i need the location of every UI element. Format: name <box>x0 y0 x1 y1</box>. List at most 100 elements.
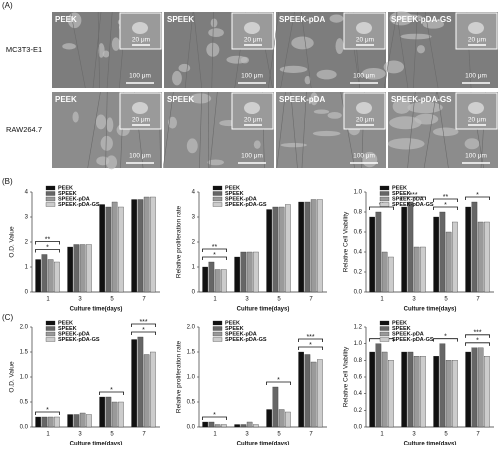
panel-label: (A) <box>2 1 13 10</box>
panel-label: (B) <box>2 177 13 186</box>
legend-swatch <box>46 327 55 331</box>
x-tick-label: 7 <box>476 432 480 438</box>
y-tick-label: 1.0 <box>187 375 196 381</box>
bar <box>247 422 252 427</box>
y-tick-label: 0.2 <box>354 408 363 414</box>
legend-swatch <box>380 338 389 342</box>
y-tick-label: 2.0 <box>20 325 29 331</box>
image-label: SPEEK-pDA-GS <box>391 15 452 24</box>
scale-label: 100 μm <box>465 153 487 160</box>
bar <box>247 252 252 292</box>
inset-scale: 20 μm <box>132 37 150 44</box>
y-tick-label: 3 <box>192 215 196 221</box>
bar <box>42 417 47 427</box>
scale-label: 100 μm <box>241 153 263 160</box>
bar <box>118 207 123 292</box>
significance-label: * <box>142 327 145 334</box>
significance-label: * <box>309 342 312 349</box>
y-tick-label: 1.5 <box>187 350 196 356</box>
scale-label: 100 μm <box>241 73 263 80</box>
bar <box>235 425 240 428</box>
y-axis-label: O.D. Value <box>9 226 16 258</box>
legend-swatch <box>46 321 55 325</box>
bar <box>402 352 407 427</box>
bar <box>440 212 445 292</box>
image-label: PEEK <box>55 15 77 24</box>
cell <box>106 155 117 169</box>
legend-swatch <box>46 338 55 342</box>
legend-swatch <box>380 203 389 207</box>
bar <box>299 202 304 292</box>
bar <box>317 200 322 293</box>
scale-label: 100 μm <box>353 73 375 80</box>
y-tick-label: 1.5 <box>20 350 29 356</box>
x-tick-label: 1 <box>380 297 384 303</box>
bar <box>388 360 393 427</box>
bar <box>478 348 483 427</box>
y-tick-label: 1.0 <box>354 341 363 347</box>
bar <box>305 355 310 428</box>
legend-swatch <box>213 332 222 336</box>
y-tick-label: 0.6 <box>354 375 363 381</box>
x-tick-label: 1 <box>380 432 384 438</box>
legend-label: SPEEK-pDA-GS <box>225 202 267 208</box>
image-label: SPEEK <box>167 95 194 104</box>
y-tick-label: 1.0 <box>354 190 363 196</box>
y-tick-label: 0.0 <box>354 290 363 296</box>
bar <box>235 257 240 292</box>
legend-swatch <box>46 192 55 196</box>
bar <box>36 417 41 427</box>
cell <box>317 70 337 80</box>
cell <box>179 64 191 72</box>
bar <box>80 413 85 427</box>
y-tick-label: 0.2 <box>354 270 363 276</box>
bar <box>472 202 477 292</box>
bar <box>203 267 208 292</box>
bar <box>305 202 310 292</box>
significance-label: ** <box>443 194 449 201</box>
x-axis-label: Culture time(days) <box>237 442 290 445</box>
y-tick-label: 0.5 <box>187 400 196 406</box>
bar <box>285 205 290 293</box>
y-tick-label: 0.8 <box>354 210 363 216</box>
legend-swatch <box>380 321 389 325</box>
y-axis-label: Relative proliferation rate <box>176 205 183 278</box>
bar <box>311 200 316 293</box>
x-tick-label: 5 <box>277 432 281 438</box>
x-axis-label: Culture time(days) <box>70 442 123 445</box>
bar <box>209 262 214 292</box>
x-tick-label: 1 <box>46 432 50 438</box>
cell <box>187 138 198 153</box>
y-tick-label: 1.0 <box>20 375 29 381</box>
x-tick-label: 7 <box>309 432 313 438</box>
y-tick-label: 0.0 <box>354 425 363 431</box>
y-tick-label: 0.6 <box>354 230 363 236</box>
y-tick-label: 0.4 <box>354 250 363 256</box>
bar <box>68 247 73 292</box>
panel-label: (C) <box>2 313 13 322</box>
bar <box>452 222 457 292</box>
legend-label: SPEEK-pDA-GS <box>58 337 100 343</box>
legend-swatch <box>380 197 389 201</box>
inset-scale: 20 μm <box>468 117 486 124</box>
cell <box>465 138 480 149</box>
x-tick-label: 1 <box>213 297 217 303</box>
bar <box>253 252 258 292</box>
cell <box>384 60 404 73</box>
cell <box>101 136 113 151</box>
significance-label: * <box>476 338 479 345</box>
x-tick-label: 1 <box>46 297 50 303</box>
bar <box>48 417 53 427</box>
bar <box>484 356 489 427</box>
x-tick-label: 3 <box>245 297 249 303</box>
bar <box>466 207 471 292</box>
bar <box>408 352 413 427</box>
bar <box>100 205 105 293</box>
x-tick-label: 3 <box>412 297 416 303</box>
legend-label: SPEEK-pDA-GS <box>225 337 267 343</box>
bar <box>209 422 214 427</box>
bar <box>452 360 457 427</box>
cell <box>211 18 218 27</box>
bar <box>466 352 471 427</box>
bar <box>138 337 143 427</box>
